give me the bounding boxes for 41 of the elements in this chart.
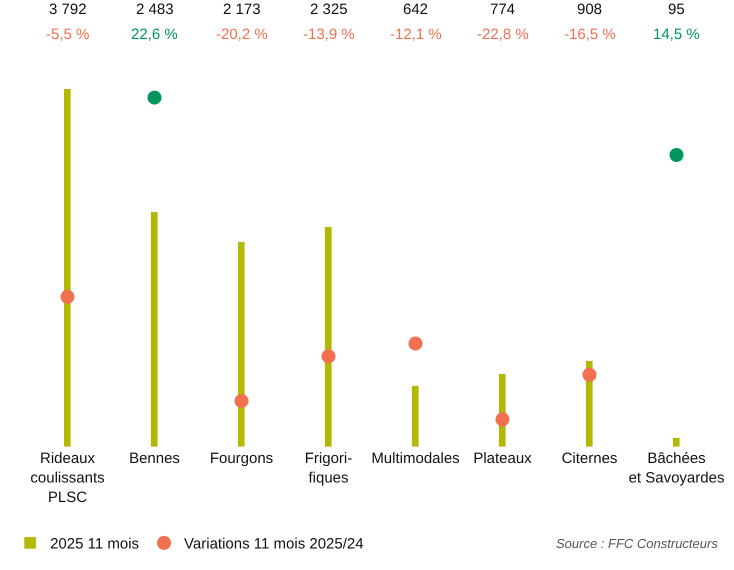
data-label: 14,5 % — [653, 26, 700, 43]
data-label: 908 — [577, 1, 602, 18]
x-tick-label: Bâchées et Savoyardes — [628, 450, 724, 486]
data-label: 95 — [668, 1, 685, 18]
point — [582, 368, 596, 382]
point — [408, 336, 422, 351]
point — [322, 349, 336, 364]
data-label: 774 — [490, 1, 516, 18]
point — [234, 394, 248, 408]
bar — [672, 438, 680, 447]
data-label: 22,6 % — [131, 26, 178, 43]
point — [60, 290, 74, 304]
bar — [238, 242, 245, 447]
data-label: -20,2 % — [216, 26, 268, 43]
x-tick-label: Plateaux — [473, 450, 532, 467]
data-label: -22,8 % — [477, 26, 529, 43]
x-tick-label: Rideaux coulissants PLSC — [30, 450, 105, 506]
data-label: -5,5 % — [46, 26, 90, 43]
data-label: -13,9 % — [303, 26, 355, 43]
data-label: 2 483 — [136, 1, 174, 18]
legend-label: Variations 11 mois 2025/24 — [184, 536, 364, 553]
x-tick-label: Bennes — [129, 450, 180, 467]
bar — [412, 386, 419, 447]
point — [496, 412, 510, 426]
data-label: -16,5 % — [564, 26, 616, 43]
legend-label: 2025 11 mois — [50, 536, 140, 553]
x-tick-label: Multimodales — [371, 450, 460, 467]
bar — [64, 88, 71, 447]
bar — [324, 226, 332, 447]
data-label: 3 792 — [49, 1, 87, 18]
point — [148, 90, 162, 105]
bar — [150, 212, 158, 447]
x-tick-label: Citernes — [562, 450, 618, 467]
x-tick-label: Frigori- fiques — [304, 450, 352, 486]
point — [670, 148, 684, 162]
x-tick-label: Fourgons — [210, 450, 274, 467]
data-label: 642 — [403, 1, 428, 18]
source-note: Source : FFC Constructeurs — [556, 536, 718, 551]
data-label: 2 173 — [223, 1, 261, 18]
data-label: 2 325 — [310, 1, 348, 18]
data-label: -12,1 % — [390, 26, 442, 43]
